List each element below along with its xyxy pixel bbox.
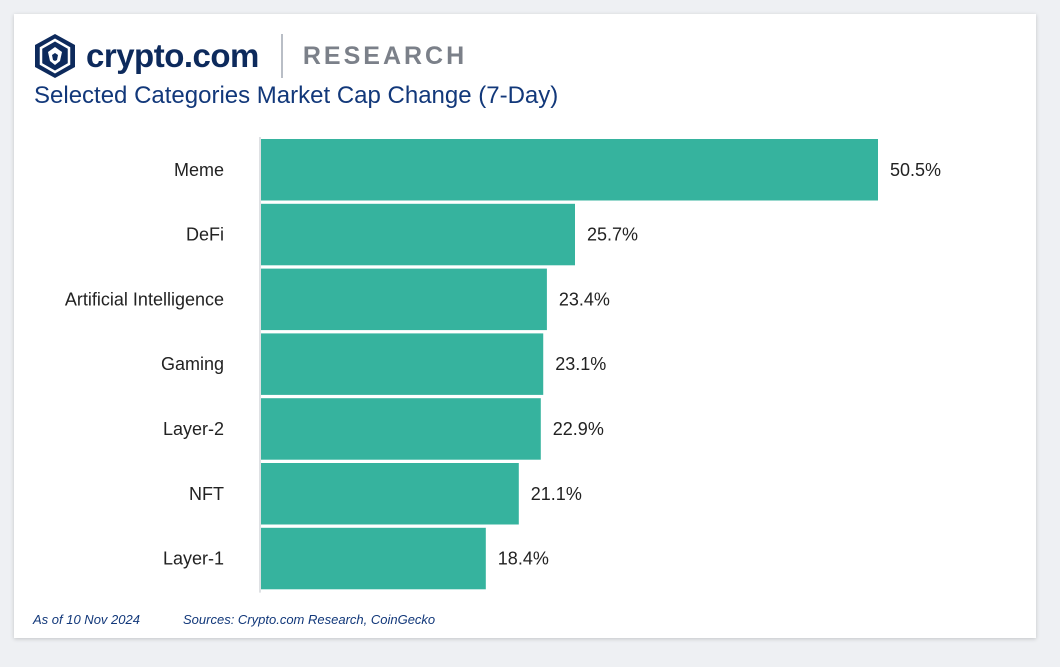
bar-gaming [261,333,544,395]
bar-layer-1 [261,527,486,590]
data-label: 18.4% [498,549,549,569]
section-label: RESEARCH [302,41,468,70]
data-label: 50.5% [890,160,941,180]
data-label: 21.1% [531,484,582,504]
data-label: 23.1% [555,354,606,374]
bar-nft [261,463,519,525]
as-of-date: As of 10 Nov 2024 [33,612,140,627]
brand-name: crypto.com [86,37,259,74]
bar-defi [261,203,575,266]
category-label: Layer-1 [163,549,224,569]
category-label: Gaming [161,354,224,374]
category-label: NFT [189,484,224,504]
chart-card: crypto.com RESEARCH Selected Categories … [14,14,1036,638]
bar-artificial-intelligence [261,268,547,331]
category-label: Layer-2 [163,419,224,439]
crypto-com-lion-shield-icon [35,34,75,78]
data-label: 23.4% [559,289,610,309]
chart-title: Selected Categories Market Cap Change (7… [34,82,559,109]
category-label: Meme [174,160,224,180]
header: crypto.com RESEARCH [34,32,467,80]
bar-layer-2 [261,398,541,460]
category-label: Artificial Intelligence [65,289,224,309]
sources-note: Sources: Crypto.com Research, CoinGecko [183,612,436,627]
bar-chart: Meme 50.5% DeFi 25.7% Artificial Intelligenc… [65,137,941,593]
bar-meme [261,139,878,201]
data-label: 25.7% [587,225,638,245]
header-divider [280,34,283,78]
category-label: DeFi [186,225,224,245]
data-label: 22.9% [553,419,604,439]
